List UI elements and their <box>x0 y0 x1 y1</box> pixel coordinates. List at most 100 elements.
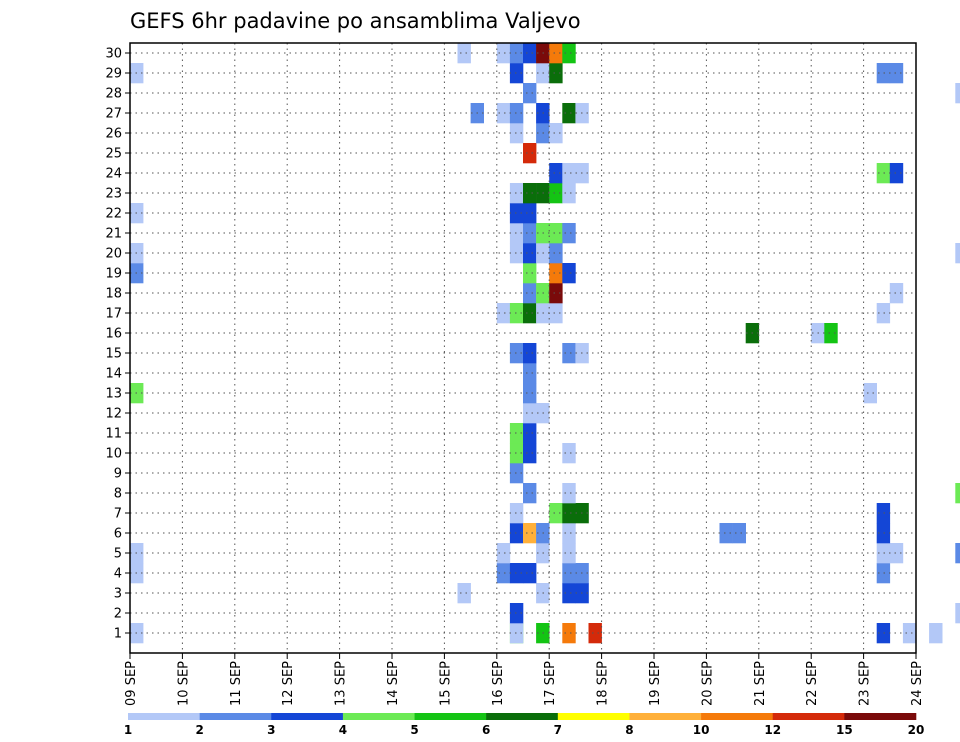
heatmap-cell <box>523 43 537 64</box>
heatmap-cell <box>562 563 576 584</box>
heatmap-cell <box>955 543 960 564</box>
y-tick-label: 13 <box>105 387 122 402</box>
heatmap-cell <box>929 623 943 644</box>
heatmap-cell <box>509 203 524 224</box>
heatmap-cell <box>549 503 563 524</box>
heatmap-cell <box>509 103 524 124</box>
y-tick-label: 22 <box>105 207 122 222</box>
heatmap-cell <box>876 623 891 644</box>
heatmap-cell <box>889 63 904 84</box>
colorbar-label: 2 <box>195 723 203 737</box>
heatmap-cell <box>496 543 511 564</box>
heatmap-cell <box>549 243 563 264</box>
heatmap-cell <box>523 203 537 224</box>
y-tick-label: 5 <box>114 547 122 562</box>
chart-grid <box>130 43 916 653</box>
heatmap-cell <box>562 503 576 524</box>
colorbar-label: 8 <box>625 723 633 737</box>
heatmap-cell <box>523 363 537 384</box>
heatmap-cell <box>523 423 537 444</box>
heatmap-cell <box>955 483 960 504</box>
heatmap-cell <box>549 123 563 144</box>
colorbar-swatch <box>342 713 415 720</box>
heatmap-cell <box>562 623 576 644</box>
heatmap-cell <box>509 43 524 64</box>
x-tick-label: 13 SEP <box>334 661 349 706</box>
heatmap-cell <box>863 383 877 404</box>
y-tick-label: 4 <box>114 567 122 582</box>
heatmap-cell <box>588 623 602 644</box>
heatmap-cell <box>955 243 960 264</box>
colorbar-swatch <box>629 713 702 720</box>
heatmap-cell <box>955 83 960 104</box>
y-tick-label: 24 <box>105 167 122 182</box>
heatmap-cell <box>523 303 537 324</box>
colorbar-label: 20 <box>908 723 925 737</box>
heatmap-cell <box>509 123 524 144</box>
heatmap-cell <box>876 523 891 544</box>
heatmap-cell <box>562 343 576 364</box>
y-tick-label: 21 <box>105 227 122 242</box>
heatmap-cell <box>509 223 524 244</box>
heatmap-cell <box>523 443 537 464</box>
heatmap-cell <box>509 183 524 204</box>
colorbar-label: 7 <box>554 723 562 737</box>
x-tick-label: 09 SEP <box>124 661 139 706</box>
y-tick-label: 28 <box>105 87 122 102</box>
y-tick-label: 12 <box>105 407 122 422</box>
y-tick-label: 9 <box>114 467 122 482</box>
x-tick-label: 23 SEP <box>858 661 873 706</box>
heatmap-cell <box>562 483 576 504</box>
heatmap-cell <box>955 603 960 624</box>
y-tick-label: 27 <box>105 107 122 122</box>
heatmap-cell <box>457 583 471 604</box>
plot-frame <box>129 42 917 654</box>
x-tick-label: 14 SEP <box>386 661 401 706</box>
colorbar-swatch <box>199 713 272 720</box>
heatmap-cell <box>562 443 576 464</box>
y-tick-label: 8 <box>114 487 122 502</box>
colorbar-swatch <box>772 713 845 720</box>
y-tick-label: 2 <box>114 607 122 622</box>
heatmap-cell <box>509 503 524 524</box>
heatmap-cell <box>549 283 563 304</box>
x-tick-label: 18 SEP <box>596 661 611 706</box>
y-tick-label: 7 <box>114 507 122 522</box>
heatmap-cell <box>496 563 511 584</box>
colorbar-label: 10 <box>693 723 710 737</box>
heatmap-cell <box>549 43 563 64</box>
heatmap-cell <box>523 483 537 504</box>
x-tick-label: 20 SEP <box>700 661 715 706</box>
y-tick-label: 1 <box>114 627 122 642</box>
y-tick-label: 26 <box>105 127 122 142</box>
y-tick-label: 6 <box>114 527 122 542</box>
heatmap-cell <box>509 303 524 324</box>
heatmap-cell <box>549 163 563 184</box>
y-tick-label: 25 <box>105 147 122 162</box>
heatmap-cell <box>549 303 563 324</box>
colorbar-swatch <box>701 713 774 720</box>
x-tick-label: 16 SEP <box>491 661 506 706</box>
heatmap-cell <box>523 563 537 584</box>
heatmap-cell <box>509 443 524 464</box>
colorbar-swatch <box>557 713 630 720</box>
x-tick-label: 17 SEP <box>543 661 558 706</box>
heatmap-cell <box>562 163 576 184</box>
heatmap-cell <box>457 43 471 64</box>
heatmap-cell <box>889 543 904 564</box>
heatmap-cell <box>876 163 891 184</box>
heatmap-cell <box>509 463 524 484</box>
heatmap-cell <box>549 63 563 84</box>
heatmap-cell <box>889 163 904 184</box>
heatmap-cell <box>509 343 524 364</box>
heatmap-cell <box>523 183 537 204</box>
heatmap-cell <box>509 423 524 444</box>
colorbar-label: 15 <box>836 723 853 737</box>
colorbar-swatch <box>414 713 487 720</box>
colorbar-label: 4 <box>339 723 347 737</box>
heatmap-cell <box>876 563 891 584</box>
y-tick-label: 23 <box>105 187 122 202</box>
heatmap-cell <box>562 263 576 284</box>
heatmap-cell <box>523 243 537 264</box>
